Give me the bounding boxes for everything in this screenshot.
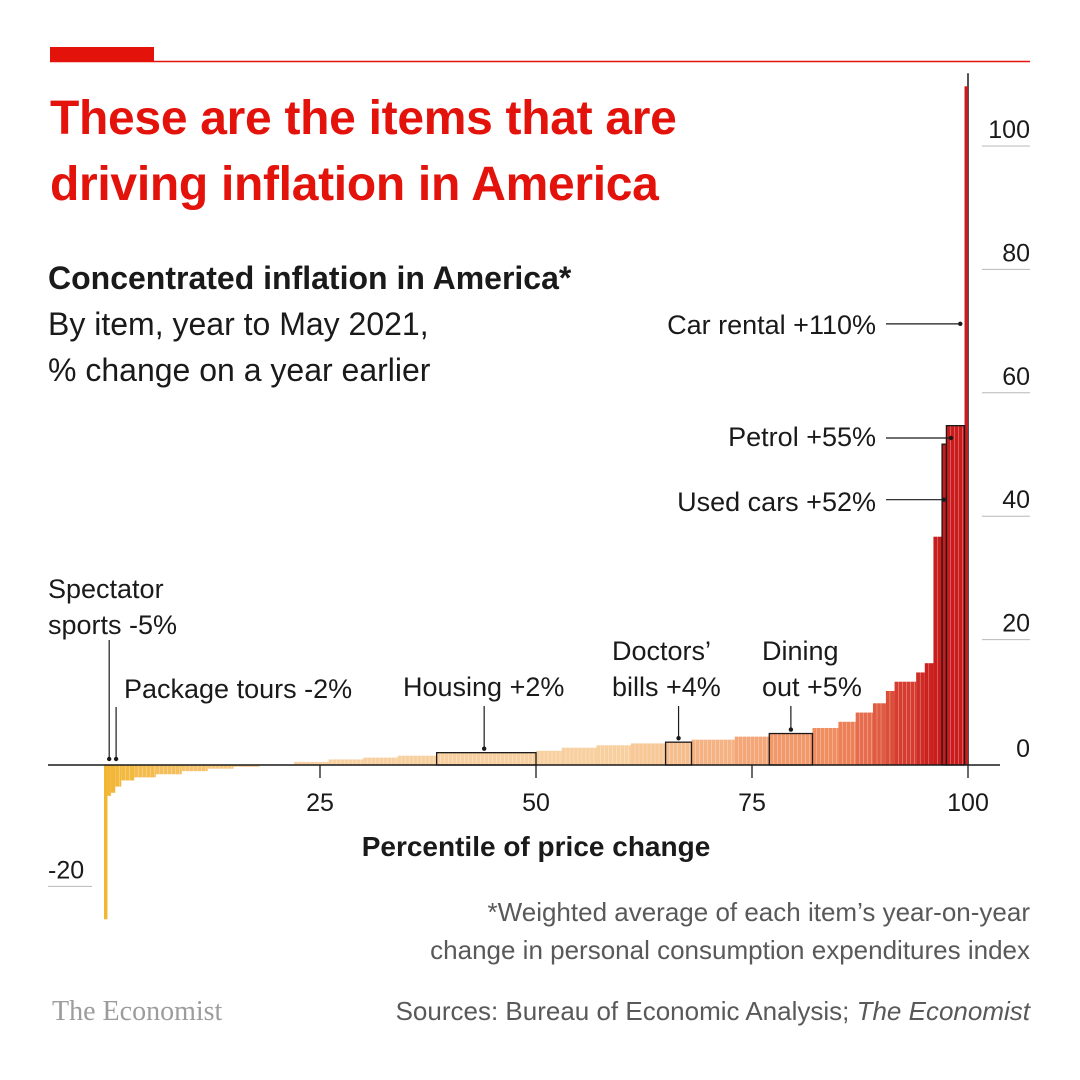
x-tick-label: 75 bbox=[738, 789, 766, 817]
bar-segment bbox=[115, 765, 122, 787]
bar-segment bbox=[933, 536, 943, 765]
bar-segment bbox=[631, 743, 666, 765]
y-tick-label: 80 bbox=[1002, 239, 1030, 267]
bar-segment bbox=[812, 727, 839, 765]
bar-segment bbox=[207, 765, 234, 769]
bar-segment bbox=[838, 721, 856, 765]
bar-segment bbox=[155, 765, 182, 775]
annotation-dot bbox=[113, 756, 119, 762]
annotation-dot bbox=[948, 435, 954, 441]
x-axis: 25 50 75 100 Percentile of price change bbox=[48, 764, 1000, 862]
bar-segment bbox=[894, 681, 917, 766]
subtitle-bold: Concentrated inflation in America* bbox=[48, 260, 572, 296]
bar-segment bbox=[964, 86, 968, 766]
bar-segment bbox=[665, 742, 692, 765]
bar-segment bbox=[946, 425, 965, 765]
x-tick-label: 25 bbox=[306, 789, 334, 817]
bar-segment bbox=[107, 765, 111, 796]
annotation-dot bbox=[106, 756, 112, 762]
sources-prefix: Sources: Bureau of Economic Analysis; bbox=[395, 996, 857, 1026]
bar-segment bbox=[872, 703, 886, 765]
annotation-dot bbox=[788, 727, 794, 732]
footnote: *Weighted average of each item’s year-on… bbox=[350, 893, 1030, 969]
bar-segment bbox=[363, 757, 398, 765]
y-tick-label: 20 bbox=[1002, 610, 1030, 638]
y-tick-label: 100 bbox=[988, 116, 1030, 144]
bar-segment bbox=[121, 765, 135, 781]
annotation-housing: Housing +2% bbox=[403, 672, 564, 702]
x-tick-label: 100 bbox=[947, 789, 989, 817]
bar-segment bbox=[596, 745, 632, 765]
bar-segment bbox=[885, 690, 895, 765]
x-tick-label: 50 bbox=[522, 789, 550, 817]
annotation-spectator-sports: sports -5% bbox=[48, 610, 177, 640]
bars bbox=[104, 86, 968, 920]
annotation-spectator-sports: Spectator bbox=[48, 574, 164, 604]
bar-segment bbox=[397, 755, 437, 765]
subtitle-line-1: By item, year to May 2021, bbox=[48, 306, 429, 342]
economist-logo: The Economist bbox=[52, 996, 223, 1027]
x-axis-title: Percentile of price change bbox=[362, 831, 711, 862]
sources: Sources: Bureau of Economic Analysis; Th… bbox=[396, 996, 1030, 1027]
bar-segment bbox=[769, 733, 813, 765]
annotation-petrol: Petrol +55% bbox=[728, 422, 876, 452]
footnote-line-2: change in personal consumption expenditu… bbox=[430, 935, 1030, 965]
annotation-package-tours: Package tours -2% bbox=[124, 674, 352, 704]
annotation-dining-out: Dining bbox=[762, 636, 839, 666]
annotation-doctors-bills: bills +4% bbox=[612, 672, 721, 702]
subtitle-line-2: % change on a year earlier bbox=[48, 352, 431, 388]
bar-segment bbox=[134, 765, 156, 778]
bar-segment bbox=[436, 752, 536, 765]
bar-segment bbox=[561, 747, 597, 765]
y-tick-label: 0 bbox=[1016, 735, 1030, 763]
y-tick-label: -20 bbox=[48, 856, 84, 884]
bar-segment bbox=[328, 759, 364, 765]
footnote-line-1: *Weighted average of each item’s year-on… bbox=[487, 897, 1030, 927]
annotation-used-cars: Used cars +52% bbox=[677, 487, 876, 517]
chart-title: These are the items that are driving inf… bbox=[50, 92, 677, 211]
bar-segment bbox=[691, 739, 735, 765]
y-tick-label: 40 bbox=[1002, 486, 1030, 514]
bar-segment bbox=[536, 750, 562, 765]
bar-segment bbox=[104, 765, 108, 920]
bar-segment bbox=[942, 444, 947, 765]
bar-segment bbox=[233, 765, 260, 767]
y-tick-label: 60 bbox=[1002, 363, 1030, 391]
bar-segment bbox=[181, 765, 208, 772]
annotation-dot bbox=[958, 321, 963, 327]
annotation-dot bbox=[481, 746, 487, 751]
bar-segment bbox=[294, 761, 329, 765]
bar-segment bbox=[924, 663, 934, 765]
annotations: Spectator sports -5% Package tours -2% Hous… bbox=[48, 310, 963, 762]
bar-segment bbox=[855, 712, 873, 765]
bar-segment bbox=[916, 672, 925, 765]
bar-segment bbox=[734, 736, 770, 765]
annotation-dot bbox=[676, 735, 681, 741]
bar-segment bbox=[110, 765, 116, 793]
sources-italic: The Economist bbox=[856, 996, 1030, 1026]
annotation-dot bbox=[941, 497, 947, 502]
subtitle-block: Concentrated inflation in America* By it… bbox=[48, 255, 648, 393]
annotation-doctors-bills: Doctors’ bbox=[612, 636, 711, 666]
annotation-dining-out: out +5% bbox=[762, 672, 862, 702]
brand-red-tab bbox=[50, 47, 154, 61]
annotation-car-rental: Car rental +110% bbox=[667, 310, 876, 340]
